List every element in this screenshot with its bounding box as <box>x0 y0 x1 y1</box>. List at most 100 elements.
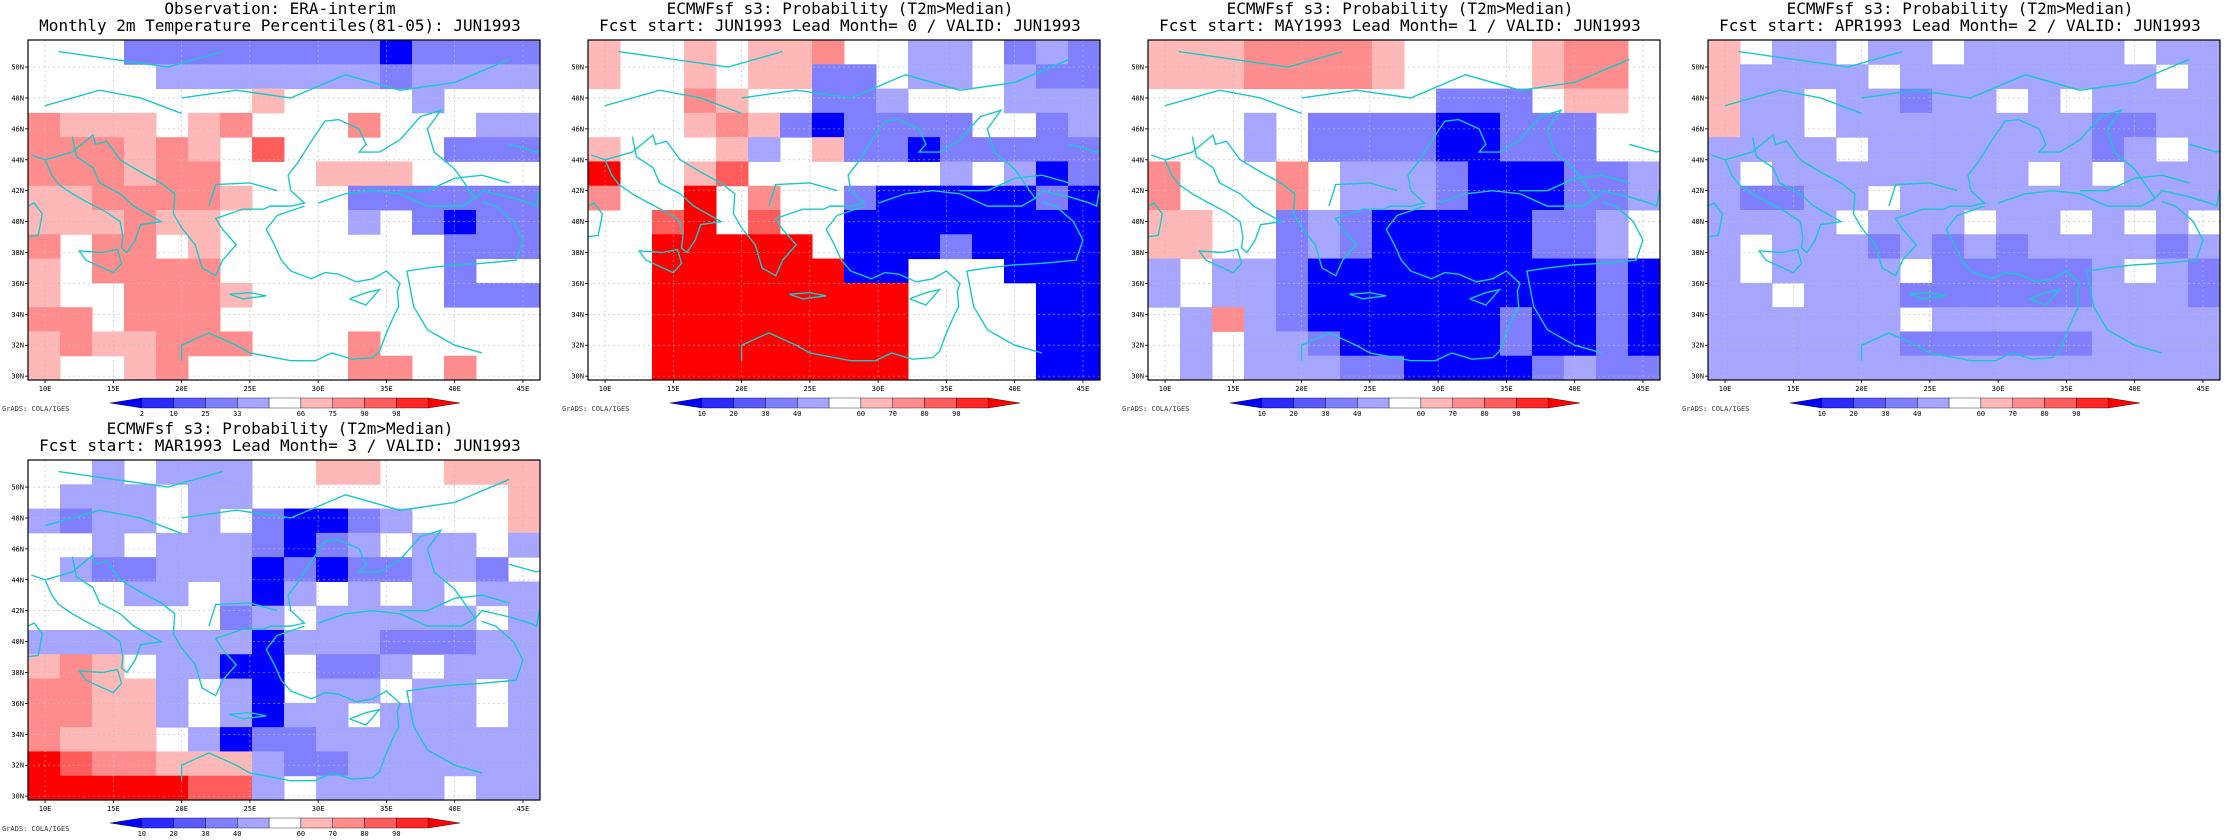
grads-credit: GrADS: COLA/IGES <box>1122 405 1190 413</box>
x-tick-label: 45E <box>517 805 530 813</box>
heatmap-cell <box>844 88 877 114</box>
heatmap-cell <box>444 702 477 728</box>
heatmap-cell <box>2156 40 2189 65</box>
heatmap-cell <box>220 484 253 510</box>
coastline <box>1861 58 2190 99</box>
heatmap-cell <box>1836 282 1869 308</box>
heatmap-map: 30N 32N 34N 36N 38N 40N 42N 44N 46N 48N 50N 10E 15E 2… <box>571 39 1101 418</box>
coastline <box>349 288 382 306</box>
coastline <box>1469 288 1502 306</box>
heatmap-cell <box>1308 64 1341 90</box>
x-tick-label: 25E <box>804 385 817 393</box>
heatmap-cell <box>1372 64 1405 90</box>
heatmap-cell <box>2124 307 2157 332</box>
heatmap-cell <box>1564 210 1597 235</box>
cell-layer <box>28 40 540 380</box>
title-line-2: Fcst start: APR1993 Lead Month= 2 / VALI… <box>1719 16 2201 35</box>
heatmap-cell <box>156 161 189 187</box>
coastline <box>44 89 182 115</box>
y-tick-label: 44N <box>1131 156 1144 164</box>
heatmap-cell <box>716 307 749 332</box>
y-tick-label: 34N <box>1131 311 1144 319</box>
heatmap-cell <box>1996 137 2029 162</box>
heatmap-cell <box>476 460 509 485</box>
title-line-1: ECMWFsf s3: Probability (T2m>Median) <box>106 419 454 438</box>
heatmap-cell <box>2092 355 2125 380</box>
coastline <box>474 189 540 208</box>
title-line-2: Fcst start: MAY1993 Lead Month= 1 / VALI… <box>1159 16 1641 35</box>
y-tick-label: 36N <box>1691 280 1704 288</box>
y-tick-label: 42N <box>11 607 24 615</box>
heatmap-cell <box>508 112 540 138</box>
y-tick-label: 50N <box>11 484 24 492</box>
heatmap-cell <box>1244 307 1277 332</box>
coastline <box>1197 248 1243 274</box>
heatmap-cell <box>1996 331 2029 357</box>
heatmap-cell <box>812 258 845 284</box>
colorbar-label: 20 <box>729 410 737 418</box>
heatmap-cell <box>684 282 717 308</box>
colorbar-segment <box>828 397 862 409</box>
heatmap-cell <box>1068 161 1100 187</box>
heatmap-cell <box>588 40 621 65</box>
heatmap-cell <box>652 307 685 332</box>
y-tick-label: 34N <box>11 311 24 319</box>
heatmap-cell <box>1308 282 1341 308</box>
heatmap-cell <box>1404 210 1437 235</box>
colorbar-label: 30 <box>761 410 769 418</box>
heatmap-cell <box>1836 161 1869 187</box>
y-tick-label: 50N <box>571 64 584 72</box>
heatmap-cell <box>1708 234 1741 260</box>
title-line-1: ECMWFsf s3: Probability (T2m>Median) <box>1786 0 2134 18</box>
heatmap-cell <box>1900 234 1933 260</box>
heatmap-cell <box>972 137 1005 162</box>
heatmap-cell <box>1708 258 1741 284</box>
heatmap-cell <box>1372 355 1405 380</box>
y-tick-label: 40N <box>1131 218 1144 226</box>
heatmap-cell <box>348 112 381 138</box>
heatmap-cell <box>780 355 813 380</box>
heatmap-cell <box>908 185 941 211</box>
heatmap-cell <box>1708 88 1741 114</box>
heatmap-cell <box>780 234 813 260</box>
heatmap-cell <box>2124 282 2157 308</box>
colorbar-label: 90 <box>2072 410 2080 418</box>
heatmap-cell <box>812 282 845 308</box>
heatmap-cell <box>1836 258 1869 284</box>
heatmap-cell <box>1148 282 1181 308</box>
heatmap-cell <box>60 484 93 510</box>
heatmap-cell <box>1308 137 1341 162</box>
heatmap-cell <box>876 355 909 380</box>
heatmap-cell <box>1308 258 1341 284</box>
colorbar-segment <box>141 397 174 409</box>
heatmap-cell <box>188 630 221 655</box>
heatmap-cell <box>1404 331 1437 357</box>
heatmap-cell <box>588 185 621 211</box>
heatmap-cell <box>316 775 349 800</box>
heatmap-cell <box>844 234 877 260</box>
heatmap-cell <box>940 64 973 90</box>
heatmap-cell <box>188 185 221 211</box>
y-tick-label: 48N <box>11 94 24 102</box>
heatmap-cell <box>844 355 877 380</box>
heatmap-cell <box>220 654 253 680</box>
heatmap-cell <box>2156 210 2189 235</box>
panel-lead-0: ECMWFsf s3: Probability (T2m>Median) Fcs… <box>560 0 1120 420</box>
heatmap-cell <box>1068 210 1100 235</box>
heatmap-cell <box>2060 185 2093 211</box>
heatmap-cell <box>124 751 157 777</box>
heatmap-cell <box>60 775 93 800</box>
heatmap-cell <box>1868 40 1901 65</box>
heatmap-cell <box>220 64 253 90</box>
heatmap-cell <box>316 654 349 680</box>
heatmap-cell <box>1068 234 1100 260</box>
heatmap-cell <box>1340 307 1373 332</box>
heatmap-cell <box>508 581 540 607</box>
heatmap-cell <box>156 185 189 211</box>
y-tick-label: 32N <box>11 342 24 350</box>
heatmap-cell <box>444 557 477 582</box>
heatmap-cell <box>1036 88 1069 114</box>
heatmap-cell <box>476 557 509 582</box>
coastline <box>1629 143 1660 153</box>
y-tick-label: 30N <box>571 373 584 381</box>
